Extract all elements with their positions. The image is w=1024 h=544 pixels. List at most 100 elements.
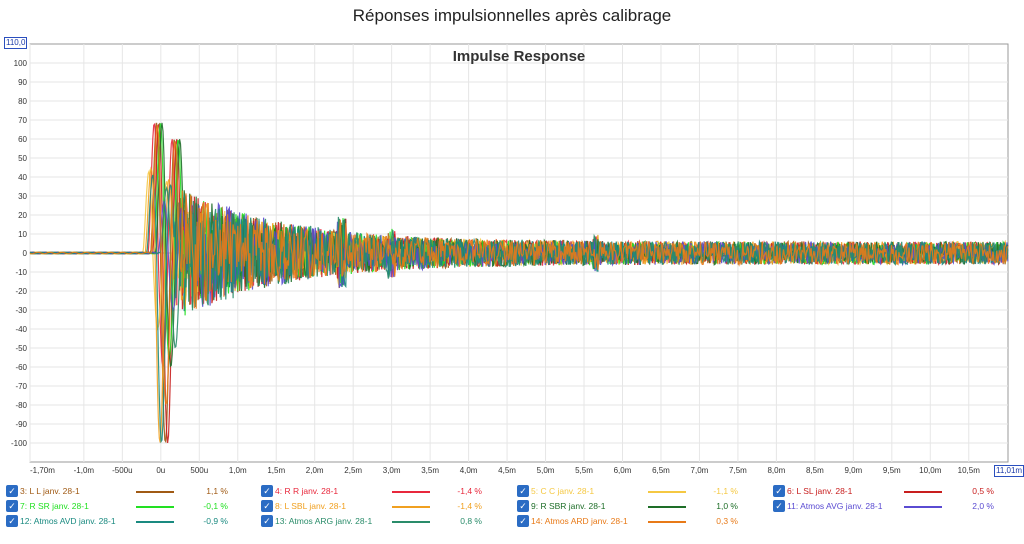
legend-item[interactable]: ✓ 11: Atmos AVG janv. 28-1 2,0 % [773,499,1002,513]
x-tick-label: -500u [112,466,132,475]
y-tick-label: 0 [23,249,28,258]
legend-checkbox[interactable]: ✓ [261,485,273,497]
legend-line-swatch [648,506,686,508]
legend-label: 13: Atmos ARG janv. 28-1 [275,516,373,526]
y-tick-label: -60 [15,363,27,372]
legend-item[interactable]: ✓ 8: L SBL janv. 28-1 -1,4 % [261,499,490,513]
legend-line-swatch [392,521,430,523]
legend-label: 8: L SBL janv. 28-1 [275,501,347,511]
y-tick-label: -30 [15,306,27,315]
y-tick-label: 30 [18,192,27,201]
impulse-response-chart[interactable]: 1009080706050403020100-10-20-30-40-50-60… [0,0,1024,480]
legend-line-swatch [136,491,174,493]
legend-value: 1,1 % [206,486,228,496]
legend-value: 0,3 % [716,516,738,526]
legend-label: 14: Atmos ARD janv. 28-1 [531,516,628,526]
legend-label: 7: R SR janv. 28-1 [20,501,89,511]
x-tick-label: 500u [190,466,208,475]
page-title: Réponses impulsionnelles après calibrage [352,6,672,25]
legend-value: -1,4 % [457,501,482,511]
legend-checkbox[interactable]: ✓ [6,485,18,497]
legend-item[interactable]: ✓ 7: R SR janv. 28-1 -0,1 % [6,499,236,513]
legend-item[interactable]: ✓ 5: C C janv. 28-1 -1,1 % [517,484,746,498]
legend-checkbox[interactable]: ✓ [773,500,785,512]
x-tick-label: 8,5m [806,466,824,475]
x-tick-label: 5,5m [575,466,593,475]
legend-label: 6: L SL janv. 28-1 [787,486,853,496]
x-tick-label: 3,5m [421,466,439,475]
y-tick-label: 10 [18,230,27,239]
legend-label: 11: Atmos AVG janv. 28-1 [787,501,883,511]
y-tick-label: -80 [15,401,27,410]
legend-item[interactable]: ✓ 9: R SBR janv. 28-1 1,0 % [517,499,746,513]
y-tick-label: -20 [15,287,27,296]
x-tick-label: 9,5m [883,466,901,475]
legend-checkbox[interactable]: ✓ [261,500,273,512]
y-tick-label: -90 [15,420,27,429]
legend-label: 4: R R janv. 28-1 [275,486,339,496]
x-tick-label: 4,0m [460,466,478,475]
x-tick-label: 6,5m [652,466,670,475]
legend: ✓ 3: L L janv. 28-1 1,1 % ✓ 4: R R janv. 28-… [0,480,1024,544]
x-tick-label: 7,0m [691,466,709,475]
legend-label: 9: R SBR janv. 28-1 [531,501,606,511]
legend-item[interactable]: ✓ 3: L L janv. 28-1 1,1 % [6,484,236,498]
legend-label: 3: L L janv. 28-1 [20,486,80,496]
legend-value: -1,1 % [713,486,738,496]
legend-checkbox[interactable]: ✓ [6,500,18,512]
x-tick-label: 1,5m [267,466,285,475]
x-tick-label: 10,0m [919,466,942,475]
legend-checkbox[interactable]: ✓ [261,515,273,527]
series-group [29,122,1009,444]
legend-item[interactable]: ✓ 12: Atmos AVD janv. 28-1 -0,9 % [6,514,236,528]
legend-checkbox[interactable]: ✓ [517,515,529,527]
legend-item[interactable]: ✓ 4: R R janv. 28-1 -1,4 % [261,484,490,498]
legend-value: 0,5 % [972,486,994,496]
y-tick-label: 90 [18,78,27,87]
x-axis-max-box[interactable]: 11,01m [994,465,1024,477]
legend-value: 2,0 % [972,501,994,511]
legend-item[interactable]: ✓ 6: L SL janv. 28-1 0,5 % [773,484,1002,498]
y-tick-label: 80 [18,97,27,106]
y-tick-label: 70 [18,116,27,125]
y-tick-label: 50 [18,154,27,163]
grid [29,44,1008,462]
y-tick-label: -40 [15,325,27,334]
legend-line-swatch [136,506,174,508]
y-tick-label: 60 [18,135,27,144]
y-tick-label: -70 [15,382,27,391]
y-axis-max-box[interactable]: 110,0 [4,37,28,49]
y-tick-label: -10 [15,268,27,277]
chart-title: Impulse Response [453,48,586,65]
legend-value: -0,9 % [203,516,228,526]
y-tick-label: 20 [18,211,27,220]
x-tick-label: 1,0m [229,466,247,475]
series-line [29,125,1009,406]
x-tick-label: 10,5m [958,466,981,475]
x-tick-label: 5,0m [537,466,555,475]
y-axis-ticks: 1009080706050403020100-10-20-30-40-50-60… [11,59,28,448]
y-tick-label: 100 [14,59,28,68]
x-tick-label: 2,0m [306,466,324,475]
y-tick-label: -50 [15,344,27,353]
x-tick-label: 0u [156,466,165,475]
legend-checkbox[interactable]: ✓ [517,500,529,512]
legend-line-swatch [392,491,430,493]
legend-checkbox[interactable]: ✓ [517,485,529,497]
legend-checkbox[interactable]: ✓ [6,515,18,527]
x-tick-label: 8,0m [767,466,785,475]
legend-item[interactable]: ✓ 14: Atmos ARD janv. 28-1 0,3 % [517,514,746,528]
x-tick-label: 7,5m [729,466,747,475]
legend-line-swatch [136,521,174,523]
legend-value: 0,8 % [460,516,482,526]
legend-label: 12: Atmos AVD janv. 28-1 [20,516,116,526]
x-tick-label: 4,5m [498,466,516,475]
legend-line-swatch [648,521,686,523]
legend-item[interactable]: ✓ 13: Atmos ARG janv. 28-1 0,8 % [261,514,490,528]
x-tick-label: 6,0m [614,466,632,475]
x-tick-label: 9,0m [844,466,862,475]
legend-value: -1,4 % [457,486,482,496]
legend-checkbox[interactable]: ✓ [773,485,785,497]
y-tick-label: 40 [18,173,27,182]
x-tick-label: 2,5m [344,466,362,475]
